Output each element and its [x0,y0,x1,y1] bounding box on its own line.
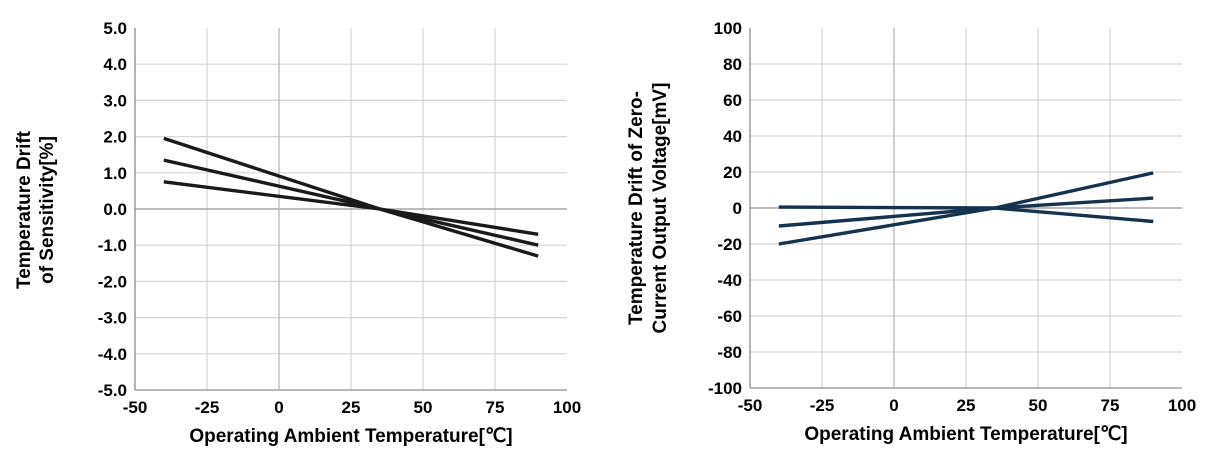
x-axis-title: Operating Ambient Temperature[℃] [189,426,512,447]
y-tick-label: -20 [717,235,742,254]
y-tick-label: -40 [717,271,742,290]
zero-current-drift-chart: -50 -25 0 25 50 75 100 100 80 60 40 20 0 -20 -40 -60 -80… [626,19,1196,445]
y-tick-label: 2.0 [103,128,127,147]
x-tick-label: 50 [1029,396,1048,415]
x-tick-label: -25 [810,396,835,415]
y-tick-label: -5.0 [98,381,127,400]
y-tick-label: 20 [723,163,742,182]
y-tick-label: 60 [723,91,742,110]
y-tick-label: 0 [733,199,742,218]
y-tick-label: -100 [708,379,742,398]
y-tick-label: 40 [723,127,742,146]
x-tick-label: -50 [738,396,763,415]
x-tick-label: -50 [123,398,148,417]
y-tick-label: -80 [717,343,742,362]
x-tick-label: 25 [342,398,361,417]
y-tick-label: 3.0 [103,91,127,110]
x-tick-label: 0 [889,396,898,415]
x-tick-label: 75 [1101,396,1120,415]
x-tick-label: -25 [195,398,220,417]
y-tick-label: -2.0 [98,272,127,291]
y-tick-label: 0.0 [103,200,127,219]
y-axis-title-line: Temperature Drift of Zero- [626,91,647,325]
series-line-3 [163,180,539,236]
y-tick-label: -3.0 [98,309,127,328]
y-tick-label: -1.0 [98,236,127,255]
y-tick-label: 5.0 [103,19,127,38]
x-tick-label: 100 [553,398,581,417]
y-axis-title-line: of Sensitivity[%] [37,136,58,284]
sensitivity-drift-chart: -50 -25 0 25 50 75 100 5.0 4.0 3.0 2.0 1.0 0.0 -1.0 -2… [14,19,581,447]
y-tick-label: -60 [717,307,742,326]
x-tick-label: 25 [957,396,976,415]
y-axis-title-line: Current Output Voltage[mV] [650,83,671,334]
x-tick-label: 0 [274,398,283,417]
y-tick-label: 4.0 [103,55,127,74]
y-tick-label: 1.0 [103,164,127,183]
y-tick-label: -4.0 [98,345,127,364]
x-tick-label: 100 [1168,396,1196,415]
y-tick-label: 80 [723,55,742,74]
y-axis-title-line: Temperature Drift [14,130,35,289]
series-line-3 [778,205,1154,224]
y-tick-label: 100 [714,19,742,38]
x-axis-title: Operating Ambient Temperature[℃] [804,424,1127,445]
x-tick-label: 75 [486,398,505,417]
x-tick-label: 50 [414,398,433,417]
